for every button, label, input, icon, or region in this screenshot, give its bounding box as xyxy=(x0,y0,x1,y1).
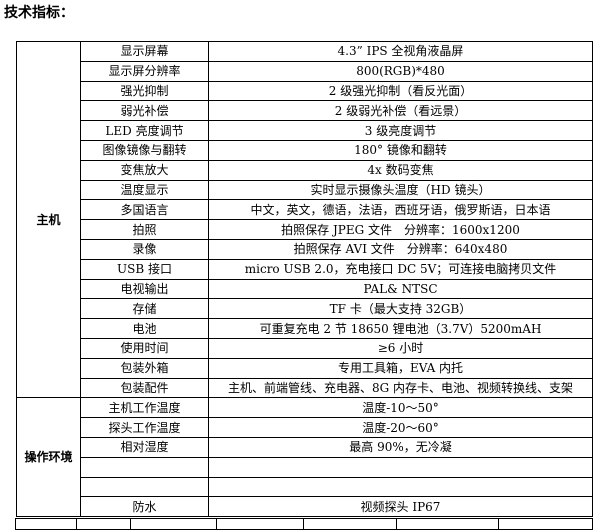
spec-name: 显示屏分辨率 xyxy=(80,60,209,82)
spec-name: 探头工作温度 xyxy=(80,417,209,438)
spec-value: 温度-20～60° xyxy=(208,417,593,438)
fragment-cell xyxy=(130,518,217,530)
spec-name: 显示屏幕 xyxy=(80,41,209,62)
spec-name xyxy=(80,456,209,478)
spec-name: 包装外箱 xyxy=(80,357,209,379)
spec-table: 主机 显示屏幕 4.3” IPS 全视角液晶屏 显示屏分辨率 800(RGB)*480 强… xyxy=(16,40,593,518)
spec-row: LED 亮度调节 3 级亮度调节 xyxy=(17,120,593,141)
spec-value: TF 卡（最大支持 32GB） xyxy=(208,298,593,320)
spec-name: 主机工作温度 xyxy=(80,397,209,419)
spec-row: 相对湿度 最高 90%，无冷凝 xyxy=(17,436,593,458)
section-heading: 技术指标： xyxy=(4,5,74,21)
fragment-cell xyxy=(15,518,77,530)
spec-row: 包装配件 主机、前端管线、充电器、8G 内存卡、电池、视频转换线、支架 xyxy=(17,377,593,399)
fragment-cell xyxy=(76,518,131,530)
spec-value: 4.3” IPS 全视角液晶屏 xyxy=(208,41,593,62)
spec-row: USB 接口 micro USB 2.0，充电接口 DC 5V；可连接电脑拷贝文件 xyxy=(17,258,593,280)
spec-name xyxy=(80,476,209,498)
spec-row: 操作环境 主机工作温度 温度-10～50° xyxy=(16,397,593,518)
spec-row: 图像镜像与翻转 180° 镜像和翻转 xyxy=(17,139,593,161)
spec-name: 拍照 xyxy=(80,219,209,240)
spec-value: 180° 镜像和翻转 xyxy=(208,139,593,161)
spec-row: 存储 TF 卡（最大支持 32GB） xyxy=(17,298,593,320)
spec-value: PAL& NTSC xyxy=(208,278,593,300)
spec-name: USB 接口 xyxy=(80,258,209,280)
spec-name: 存储 xyxy=(80,298,209,320)
spec-row: 弱光补偿 2 级弱光补偿（看远景） xyxy=(17,100,593,122)
spec-row: 变焦放大 4x 数码变焦 xyxy=(17,159,593,181)
spec-value: 2 级强光抑制（看反光面） xyxy=(208,80,593,102)
spec-name: 防水 xyxy=(80,496,209,518)
spec-value: 最高 90%，无冷凝 xyxy=(208,436,593,458)
spec-value: 拍照保存 JPEG 文件 分辨率：1600x1200 xyxy=(208,219,593,240)
fragment-cell xyxy=(216,518,304,530)
fragment-cell xyxy=(498,518,593,530)
spec-name: LED 亮度调节 xyxy=(80,120,209,141)
fragment-cell xyxy=(396,518,499,530)
spec-name: 弱光补偿 xyxy=(80,100,209,122)
spec-value: ≥6 小时 xyxy=(208,337,593,359)
spec-value: 4x 数码变焦 xyxy=(208,159,593,181)
spec-value: 主机、前端管线、充电器、8G 内存卡、电池、视频转换线、支架 xyxy=(208,377,593,399)
spec-value xyxy=(208,456,593,478)
spec-value: 3 级亮度调节 xyxy=(208,120,593,141)
spec-value: 视频探头 IP67 xyxy=(208,496,593,518)
spec-value: 专用工具箱，EVA 内托 xyxy=(208,357,593,379)
spec-row: 探头工作温度 温度-20～60° xyxy=(17,417,593,438)
group-label: 主机 xyxy=(16,40,81,399)
spec-row: 使用时间 ≥6 小时 xyxy=(17,337,593,359)
spec-name: 使用时间 xyxy=(80,337,209,359)
spec-row xyxy=(17,456,593,478)
spec-value: 中文，英文，德语，法语，西班牙语，俄罗斯语，日本语 xyxy=(208,199,593,221)
spec-name: 录像 xyxy=(80,238,209,260)
spec-value xyxy=(208,476,593,498)
spec-value: 实时显示摄像头温度（HD 镜头） xyxy=(208,179,593,201)
spec-value: 800(RGB)*480 xyxy=(208,60,593,82)
spec-row: 拍照 拍照保存 JPEG 文件 分辨率：1600x1200 xyxy=(17,219,593,240)
spec-value: 拍照保存 AVI 文件 分辨率：640x480 xyxy=(208,238,593,260)
spec-row: 电池 可重复充电 2 节 18650 锂电池（3.7V）5200mAH xyxy=(17,318,593,339)
spec-name: 强光抑制 xyxy=(80,80,209,102)
spec-value: 2 级弱光补偿（看远景） xyxy=(208,100,593,122)
group-label: 操作环境 xyxy=(16,397,81,518)
spec-name: 包装配件 xyxy=(80,377,209,399)
fragment-cell xyxy=(303,518,397,530)
spec-row: 防水 视频探头 IP67 xyxy=(17,496,593,518)
spec-row: 强光抑制 2 级强光抑制（看反光面） xyxy=(17,80,593,102)
spec-row xyxy=(17,476,593,498)
spec-name: 变焦放大 xyxy=(80,159,209,181)
spec-name: 多国语言 xyxy=(80,199,209,221)
spec-row: 温度显示 实时显示摄像头温度（HD 镜头） xyxy=(17,179,593,201)
spec-row: 录像 拍照保存 AVI 文件 分辨率：640x480 xyxy=(17,238,593,260)
spec-row: 显示屏分辨率 800(RGB)*480 xyxy=(17,60,593,82)
spec-value: 温度-10～50° xyxy=(208,397,593,419)
spec-value: micro USB 2.0，充电接口 DC 5V；可连接电脑拷贝文件 xyxy=(208,258,593,280)
spec-name: 电池 xyxy=(80,318,209,339)
spec-row: 电视输出 PAL& NTSC xyxy=(17,278,593,300)
spec-name: 电视输出 xyxy=(80,278,209,300)
spec-row: 多国语言 中文，英文，德语，法语，西班牙语，俄罗斯语，日本语 xyxy=(17,199,593,221)
spec-name: 温度显示 xyxy=(80,179,209,201)
spec-row: 主机 显示屏幕 4.3” IPS 全视角液晶屏 xyxy=(16,40,593,399)
spec-value: 可重复充电 2 节 18650 锂电池（3.7V）5200mAH xyxy=(208,318,593,339)
spec-row: 包装外箱 专用工具箱，EVA 内托 xyxy=(17,357,593,379)
next-table-fragment xyxy=(15,518,593,530)
spec-name: 图像镜像与翻转 xyxy=(80,139,209,161)
spec-name: 相对湿度 xyxy=(80,436,209,458)
